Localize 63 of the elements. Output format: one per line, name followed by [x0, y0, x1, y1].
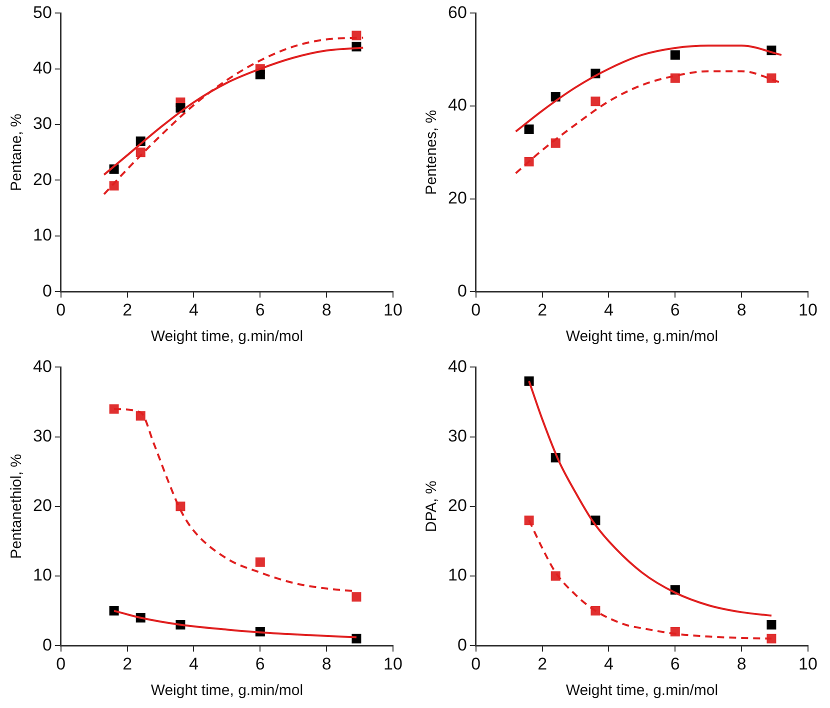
x-tick-label: 4 [189, 300, 198, 320]
point [136, 148, 146, 158]
y-tick-label: 10 [448, 566, 467, 585]
y-tick-label: 0 [457, 281, 467, 300]
x-tick-label: 10 [798, 300, 818, 320]
x-tick-label: 0 [471, 300, 481, 320]
x-tick-label: 4 [189, 654, 198, 674]
point [255, 70, 265, 80]
point [670, 73, 680, 83]
x-axis-title: Weight time, g.min/mol [566, 682, 718, 700]
y-tick-label: 10 [32, 566, 52, 585]
line-series [514, 44, 782, 133]
line-series [103, 36, 364, 196]
y-tick-label: 20 [32, 496, 52, 516]
x-tick-label: 4 [604, 300, 614, 320]
point [766, 620, 776, 630]
point [590, 96, 600, 106]
x-tick-label: 2 [538, 300, 548, 320]
y-tick-label: 30 [32, 114, 52, 134]
x-tick-label: 10 [384, 300, 402, 320]
x-tick-label: 2 [538, 654, 548, 674]
y-tick-label: 30 [32, 426, 52, 446]
x-tick-label: 6 [255, 654, 265, 674]
x-tick-label: 8 [736, 654, 746, 674]
y-tick-label: 30 [448, 426, 467, 446]
x-tick-label: 6 [670, 654, 680, 674]
x-tick-label: 6 [670, 300, 680, 320]
y-tick-label: 20 [448, 188, 467, 208]
x-tick-label: 6 [255, 300, 265, 320]
point [255, 557, 265, 567]
x-tick-label: 0 [56, 300, 66, 320]
x-tick-label: 2 [122, 300, 132, 320]
point [352, 592, 362, 602]
y-tick-label: 0 [457, 635, 467, 654]
x-tick-label: 8 [322, 654, 332, 674]
y-tick-label: 40 [32, 356, 52, 376]
y-tick-label: 60 [448, 2, 467, 22]
y-tick-label: 20 [448, 496, 467, 516]
y-tick-label: 40 [448, 96, 467, 115]
y-axis-title: Pentanethiol, % [8, 454, 26, 559]
y-tick-label: 0 [42, 281, 52, 300]
y-tick-label: 50 [32, 2, 52, 22]
x-tick-label: 0 [471, 654, 481, 674]
x-tick-label: 8 [322, 300, 332, 320]
x-tick-label: 0 [56, 654, 66, 674]
x-tick-label: 10 [798, 654, 818, 674]
point [524, 124, 534, 134]
x-tick-label: 2 [122, 654, 132, 674]
y-tick-label: 10 [32, 226, 52, 245]
x-axis-title: Weight time, g.min/mol [150, 682, 304, 700]
y-tick-label: 20 [32, 170, 52, 189]
x-tick-label: 8 [736, 300, 746, 320]
y-axis-title: Pentane, % [8, 114, 26, 192]
point [670, 50, 680, 60]
x-axis-title: Weight time, g.min/mol [566, 328, 718, 346]
x-tick-label: 10 [384, 654, 402, 674]
y-tick-label: 40 [32, 58, 52, 78]
y-axis-title: DPA, % [423, 480, 440, 532]
x-axis-title: Weight time, g.min/mol [150, 328, 304, 346]
y-tick-label: 40 [448, 356, 467, 376]
y-tick-label: 0 [42, 635, 52, 654]
x-tick-label: 4 [604, 654, 614, 674]
y-axis-title: Pentenes, % [423, 110, 440, 195]
